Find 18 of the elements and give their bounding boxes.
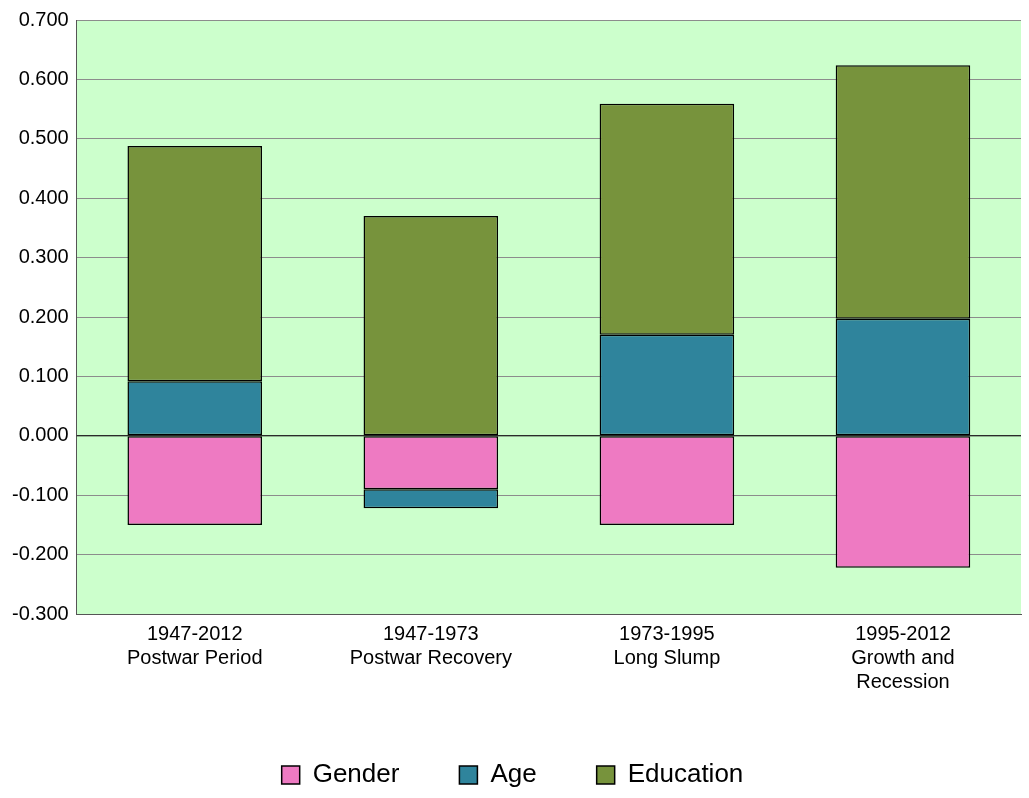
y-tick-label: 0.100 — [18, 363, 69, 386]
x-tick-label: 1947-2012 Postwar Period — [126, 621, 263, 668]
y-tick-label: 0.200 — [18, 304, 69, 327]
legend-label: Education — [627, 758, 744, 789]
y-tick-label: 0.400 — [18, 185, 69, 208]
y-tick-label: -0.200 — [11, 542, 69, 565]
legend-label: Gender — [312, 758, 400, 789]
legend-label: Age — [490, 758, 537, 789]
y-tick-label: 0.500 — [18, 126, 69, 149]
y-tick-label: 0.300 — [18, 245, 69, 268]
y-tick-label: -0.300 — [11, 601, 69, 624]
y-tick-label: 0.600 — [18, 66, 69, 89]
y-tick-label: -0.100 — [11, 482, 69, 505]
x-tick-label: 1995-2012 Growth and Recession — [851, 621, 955, 692]
y-tick-label: 0.700 — [18, 7, 69, 30]
y-tick-label: 0.000 — [18, 423, 69, 446]
x-tick-label: 1973-1995 Long Slump — [613, 621, 721, 668]
x-tick-label: 1947-1973 Postwar Recovery — [349, 621, 512, 668]
